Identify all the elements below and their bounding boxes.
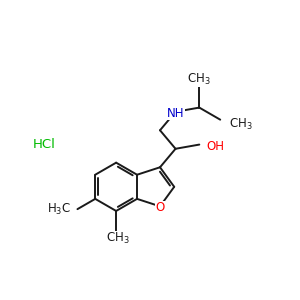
Text: O: O bbox=[155, 201, 165, 214]
Text: HCl: HCl bbox=[33, 138, 56, 151]
Text: CH$_3$: CH$_3$ bbox=[106, 231, 130, 246]
Text: NH: NH bbox=[167, 107, 184, 120]
Text: H$_3$C: H$_3$C bbox=[47, 202, 71, 217]
Text: CH$_3$: CH$_3$ bbox=[188, 71, 211, 87]
Text: OH: OH bbox=[207, 140, 225, 153]
Text: CH$_3$: CH$_3$ bbox=[229, 117, 253, 132]
